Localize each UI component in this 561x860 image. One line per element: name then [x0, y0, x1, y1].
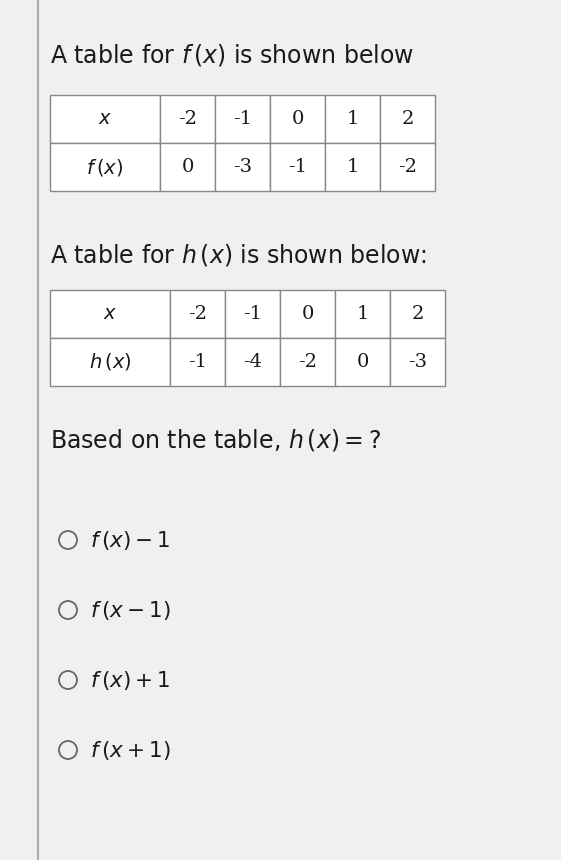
Text: -2: -2 — [298, 353, 317, 371]
Bar — [325, 143, 380, 191]
Bar — [50, 95, 160, 143]
Bar — [280, 338, 335, 386]
Bar — [335, 338, 390, 386]
Bar — [335, 290, 390, 338]
Text: A table for $f\,(x)$ is shown below: A table for $f\,(x)$ is shown below — [50, 42, 414, 68]
Text: 0: 0 — [181, 158, 194, 176]
Bar — [170, 338, 225, 386]
Text: 2: 2 — [411, 305, 424, 323]
Text: 2: 2 — [401, 110, 413, 128]
Bar — [50, 338, 170, 386]
Bar — [270, 143, 325, 191]
Text: $x$: $x$ — [103, 305, 117, 323]
Bar — [160, 95, 215, 143]
Bar — [50, 143, 160, 191]
Text: 1: 1 — [346, 110, 358, 128]
Text: $f\,(x)+1$: $f\,(x)+1$ — [90, 668, 171, 691]
Text: -4: -4 — [243, 353, 262, 371]
Bar — [380, 95, 435, 143]
Bar — [160, 143, 215, 191]
Bar — [390, 290, 445, 338]
Text: -1: -1 — [233, 110, 252, 128]
Text: 1: 1 — [346, 158, 358, 176]
Bar — [225, 290, 280, 338]
Text: -1: -1 — [188, 353, 207, 371]
Bar — [225, 338, 280, 386]
Text: 0: 0 — [301, 305, 314, 323]
Bar — [270, 95, 325, 143]
Text: -2: -2 — [188, 305, 207, 323]
Bar — [325, 95, 380, 143]
Text: $h\,(x)$: $h\,(x)$ — [89, 352, 131, 372]
Text: $f\,(x)$: $f\,(x)$ — [86, 157, 123, 177]
Text: 0: 0 — [291, 110, 304, 128]
Text: $x$: $x$ — [98, 110, 112, 128]
Text: -1: -1 — [243, 305, 262, 323]
Text: 0: 0 — [356, 353, 369, 371]
Text: 1: 1 — [356, 305, 369, 323]
Bar — [280, 290, 335, 338]
Text: -2: -2 — [178, 110, 197, 128]
Bar — [170, 290, 225, 338]
Text: $f\,(x)-1$: $f\,(x)-1$ — [90, 529, 171, 551]
Text: -3: -3 — [233, 158, 252, 176]
Bar — [380, 143, 435, 191]
Bar — [215, 95, 270, 143]
Text: -1: -1 — [288, 158, 307, 176]
Text: $f\,(x+1)$: $f\,(x+1)$ — [90, 739, 171, 761]
Text: $f\,(x-1)$: $f\,(x-1)$ — [90, 599, 171, 622]
Text: Based on the table, $h\,(x) =?$: Based on the table, $h\,(x) =?$ — [50, 427, 381, 453]
Text: A table for $h\,(x)$ is shown below:: A table for $h\,(x)$ is shown below: — [50, 242, 427, 268]
Bar — [215, 143, 270, 191]
Bar — [390, 338, 445, 386]
Bar — [50, 290, 170, 338]
Text: -2: -2 — [398, 158, 417, 176]
Text: -3: -3 — [408, 353, 427, 371]
